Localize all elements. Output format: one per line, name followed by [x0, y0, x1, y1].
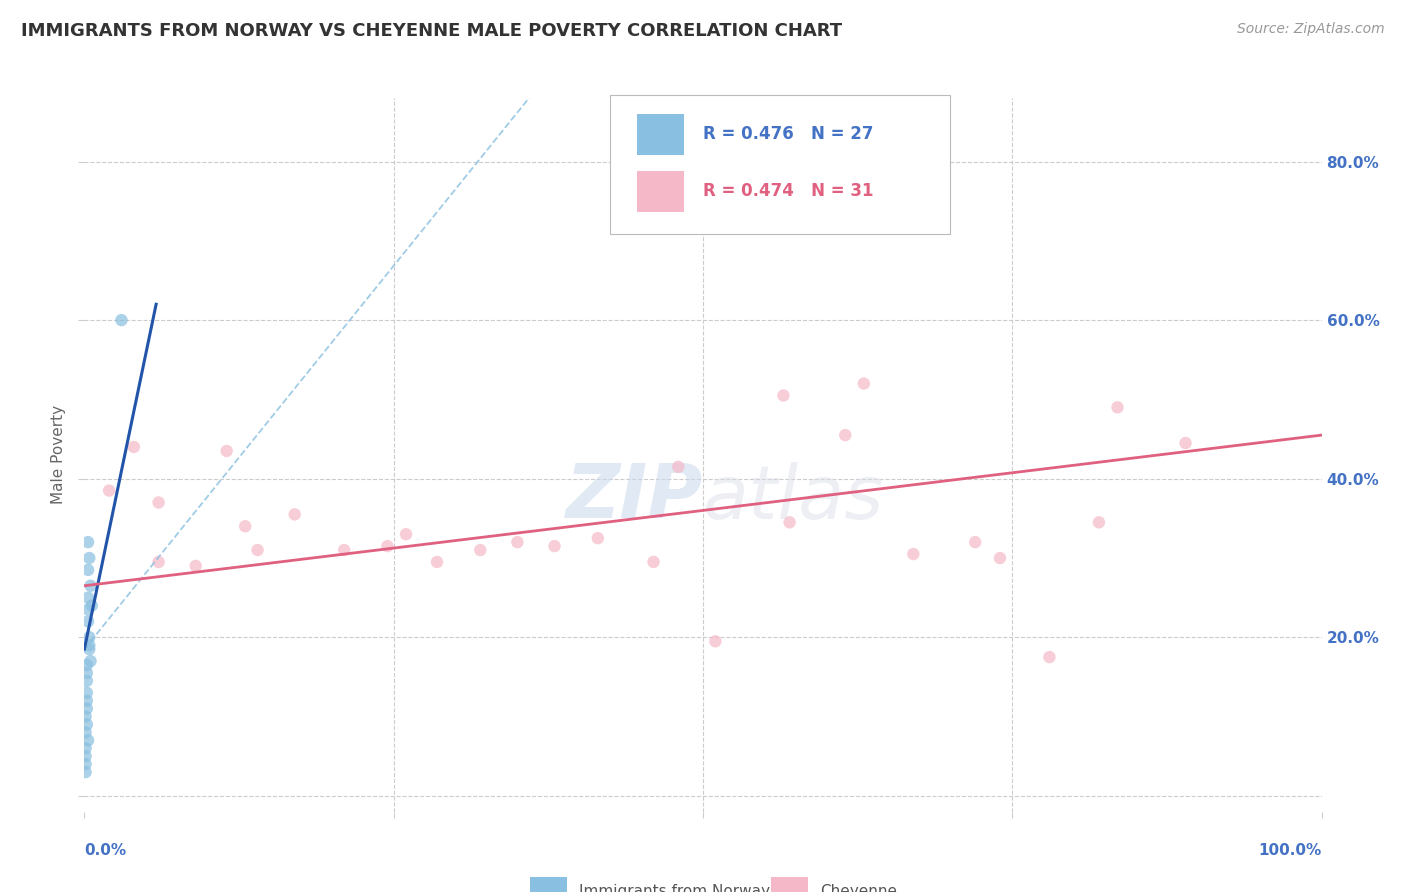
Point	[233, 519, 256, 533]
Text: Source: ZipAtlas.com: Source: ZipAtlas.com	[1237, 22, 1385, 37]
Text: IMMIGRANTS FROM NORWAY VS CHEYENNE MALE POVERTY CORRELATION CHART: IMMIGRANTS FROM NORWAY VS CHEYENNE MALE …	[21, 22, 842, 40]
Point	[98, 483, 121, 498]
Point	[333, 543, 356, 558]
Point	[834, 428, 856, 442]
Point	[75, 749, 97, 764]
Point	[77, 563, 100, 577]
Point	[506, 535, 529, 549]
Point	[79, 642, 101, 657]
Point	[284, 508, 307, 522]
Point	[75, 741, 97, 756]
Point	[965, 535, 987, 549]
FancyBboxPatch shape	[637, 171, 685, 212]
Point	[543, 539, 565, 553]
Point	[246, 543, 269, 558]
Text: Immigrants from Norway: Immigrants from Norway	[579, 884, 770, 892]
Text: Cheyenne: Cheyenne	[821, 884, 897, 892]
Point	[184, 558, 207, 573]
Point	[77, 591, 100, 605]
Point	[75, 765, 97, 780]
Point	[122, 440, 145, 454]
Point	[76, 686, 98, 700]
Point	[76, 673, 98, 688]
Point	[1088, 516, 1111, 530]
Y-axis label: Male Poverty: Male Poverty	[51, 405, 66, 505]
Point	[80, 599, 103, 613]
Text: 100.0%: 100.0%	[1258, 843, 1322, 858]
FancyBboxPatch shape	[610, 95, 950, 234]
Point	[377, 539, 399, 553]
Point	[148, 495, 170, 509]
Point	[79, 579, 101, 593]
Point	[395, 527, 418, 541]
Point	[76, 694, 98, 708]
Point	[76, 658, 98, 673]
Point	[1174, 436, 1197, 450]
FancyBboxPatch shape	[530, 877, 567, 892]
Point	[426, 555, 449, 569]
Point	[1038, 650, 1060, 665]
Point	[79, 638, 101, 652]
FancyBboxPatch shape	[637, 114, 685, 155]
Text: ZIP: ZIP	[565, 461, 703, 534]
Point	[988, 551, 1011, 566]
Text: R = 0.474   N = 31: R = 0.474 N = 31	[703, 182, 873, 200]
Point	[586, 531, 609, 545]
Point	[470, 543, 492, 558]
Point	[76, 701, 98, 715]
Point	[704, 634, 727, 648]
Point	[903, 547, 925, 561]
Point	[77, 535, 100, 549]
Point	[643, 555, 665, 569]
FancyBboxPatch shape	[770, 877, 808, 892]
Point	[75, 725, 97, 739]
Point	[76, 717, 98, 731]
Point	[77, 733, 100, 747]
Text: R = 0.476   N = 27: R = 0.476 N = 27	[703, 125, 873, 143]
Point	[77, 615, 100, 629]
Point	[772, 388, 794, 402]
Point	[148, 555, 170, 569]
Point	[852, 376, 875, 391]
Point	[76, 665, 98, 680]
Point	[79, 630, 101, 644]
Point	[779, 516, 801, 530]
Text: atlas: atlas	[703, 462, 884, 533]
Point	[110, 313, 132, 327]
Point	[75, 709, 97, 723]
Point	[666, 459, 689, 474]
Point	[77, 602, 100, 616]
Point	[79, 654, 101, 668]
Point	[1107, 401, 1129, 415]
Text: 0.0%: 0.0%	[84, 843, 127, 858]
Point	[79, 551, 101, 566]
Point	[75, 757, 97, 772]
Point	[215, 444, 238, 458]
